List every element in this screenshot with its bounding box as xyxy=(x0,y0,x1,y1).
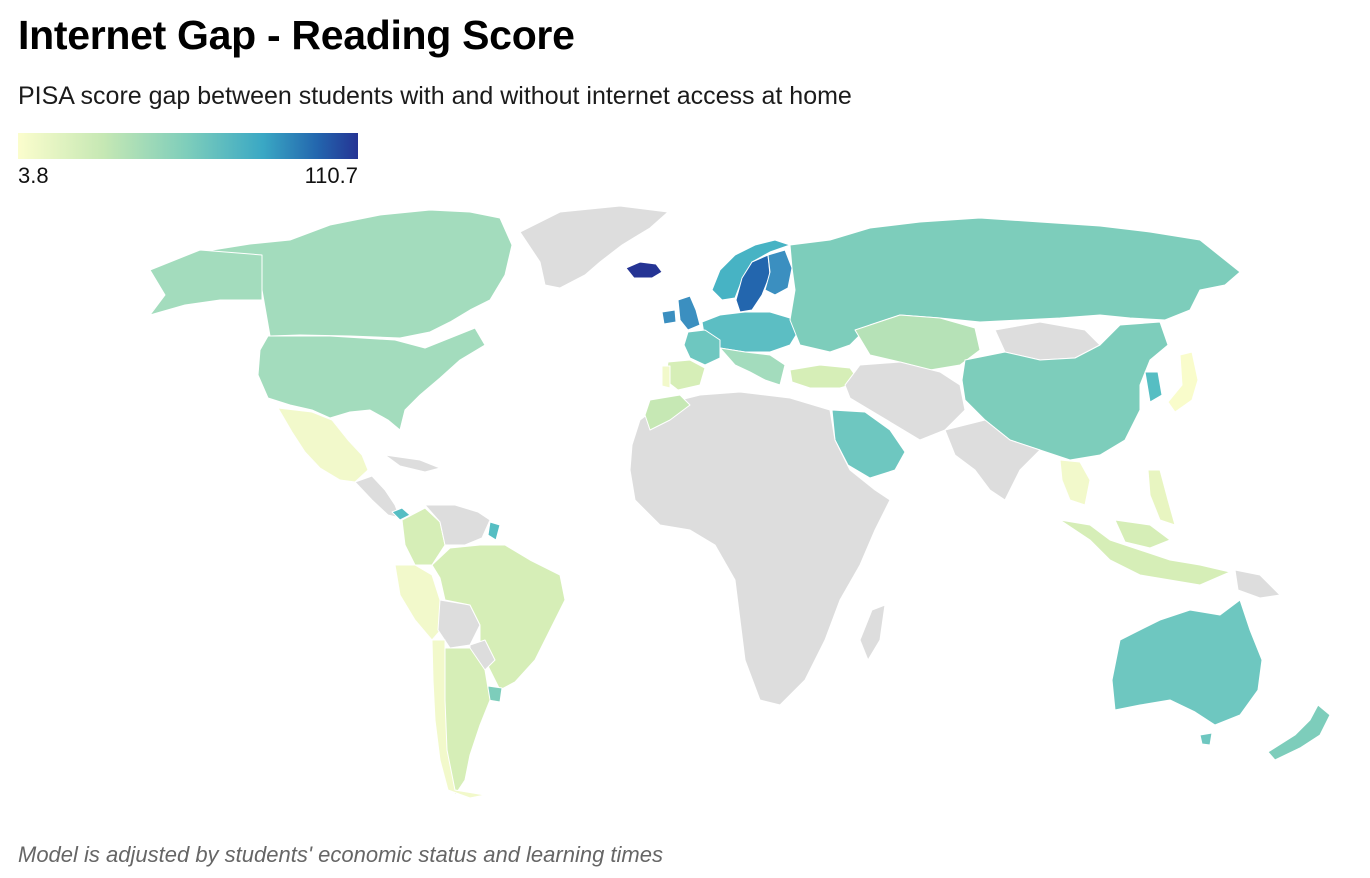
country-uk xyxy=(677,295,701,331)
country-chile xyxy=(431,639,486,799)
country-ireland xyxy=(661,309,677,325)
country-greenland xyxy=(519,205,669,289)
legend-max-label: 110.7 xyxy=(304,163,358,188)
country-australia xyxy=(1111,599,1263,726)
country-morocco xyxy=(644,394,691,431)
legend-min-label: 3.8 xyxy=(18,163,49,188)
country-mexico xyxy=(277,407,369,483)
country-spain xyxy=(664,359,706,391)
country-russia xyxy=(789,217,1241,353)
region-south-asia xyxy=(944,419,1041,501)
region-venezuela-guyana xyxy=(424,504,491,546)
region-middle-east-central-asia xyxy=(844,361,966,441)
country-kazakhstan xyxy=(854,314,981,371)
country-indonesia xyxy=(1059,519,1231,586)
country-australia-tasmania xyxy=(1199,732,1213,746)
country-portugal xyxy=(661,365,671,389)
country-new-zealand xyxy=(1267,704,1331,761)
country-brazil xyxy=(431,544,566,691)
country-japan xyxy=(1167,351,1199,413)
legend-gradient-bar xyxy=(18,133,358,159)
country-malaysia xyxy=(1114,519,1171,549)
country-peru xyxy=(394,564,446,641)
country-usa-alaska xyxy=(149,249,263,316)
world-choropleth-map xyxy=(149,205,1331,799)
region-italy-balkans xyxy=(719,347,786,386)
country-madagascar xyxy=(859,604,886,661)
country-france xyxy=(683,329,721,366)
country-iceland xyxy=(625,261,663,279)
country-thailand xyxy=(1059,459,1091,506)
region-new-guinea xyxy=(1234,569,1281,599)
chart-subtitle: PISA score gap between students with and… xyxy=(18,82,852,110)
country-colombia xyxy=(401,507,446,566)
country-philippines xyxy=(1147,469,1176,526)
region-africa xyxy=(629,391,891,706)
region-caribbean xyxy=(384,454,441,473)
country-norway xyxy=(711,239,791,301)
country-panama xyxy=(391,507,411,521)
country-finland xyxy=(764,249,793,296)
chart-footnote: Model is adjusted by students' economic … xyxy=(18,842,663,867)
country-korea xyxy=(1144,371,1163,403)
color-legend: 3.8 110.7 xyxy=(18,133,358,193)
country-french-guiana xyxy=(487,521,501,541)
chart-title: Internet Gap - Reading Score xyxy=(18,12,575,58)
country-usa xyxy=(257,327,486,431)
